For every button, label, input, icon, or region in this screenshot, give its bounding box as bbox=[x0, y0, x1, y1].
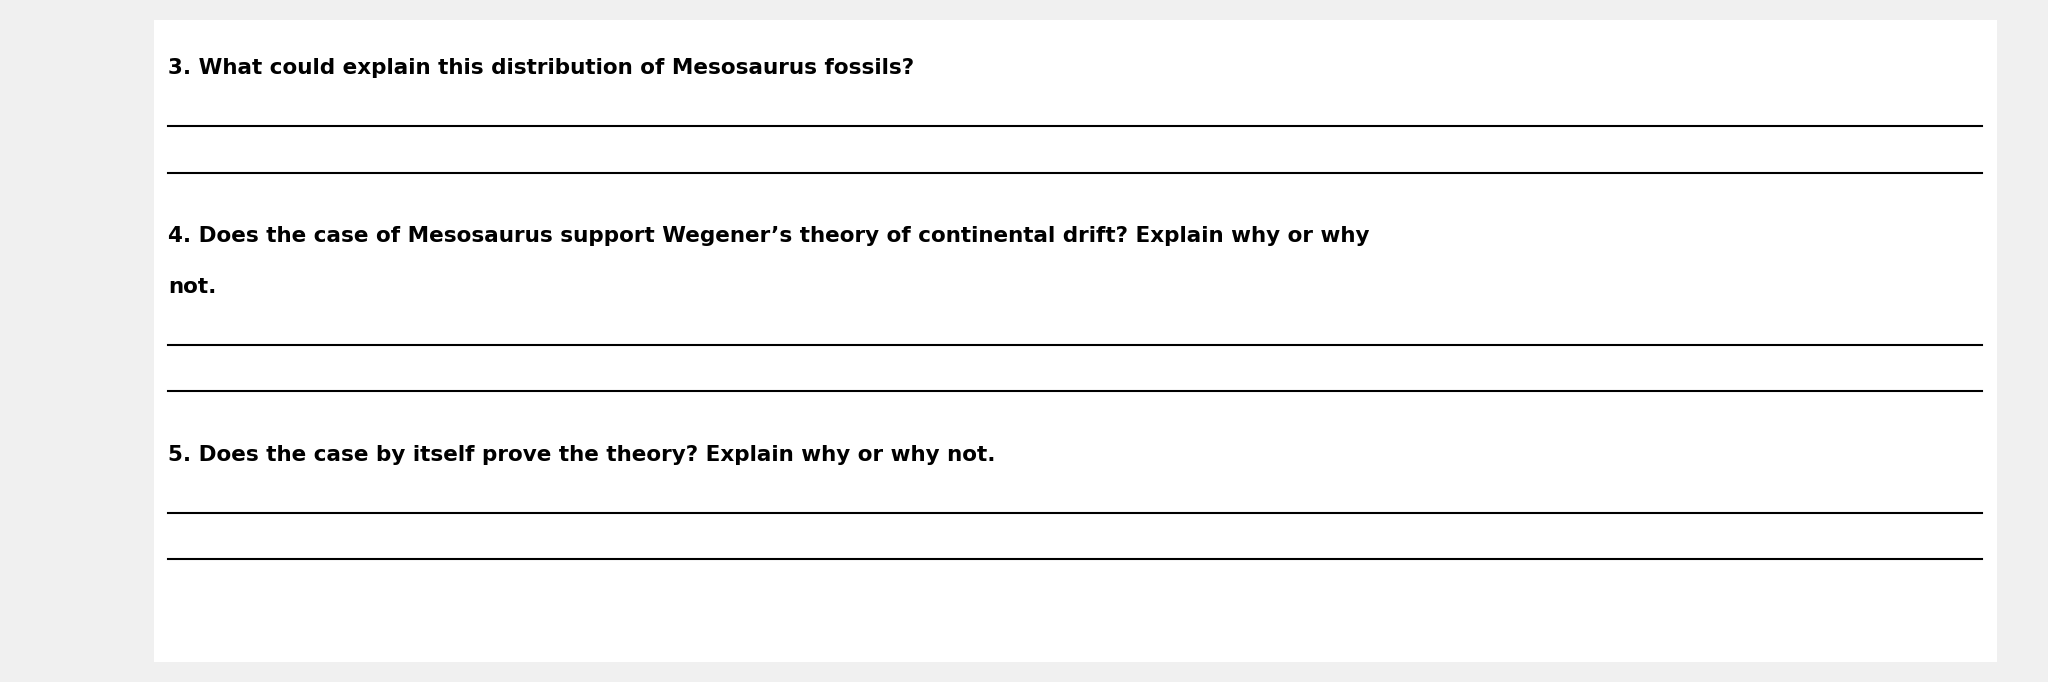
Text: 4. Does the case of Mesosaurus support Wegener’s theory of continental drift? Ex: 4. Does the case of Mesosaurus support W… bbox=[168, 226, 1370, 246]
Text: 3. What could explain this distribution of Mesosaurus fossils?: 3. What could explain this distribution … bbox=[168, 58, 913, 78]
Text: not.: not. bbox=[168, 277, 217, 297]
Text: 5. Does the case by itself prove the theory? Explain why or why not.: 5. Does the case by itself prove the the… bbox=[168, 445, 995, 464]
